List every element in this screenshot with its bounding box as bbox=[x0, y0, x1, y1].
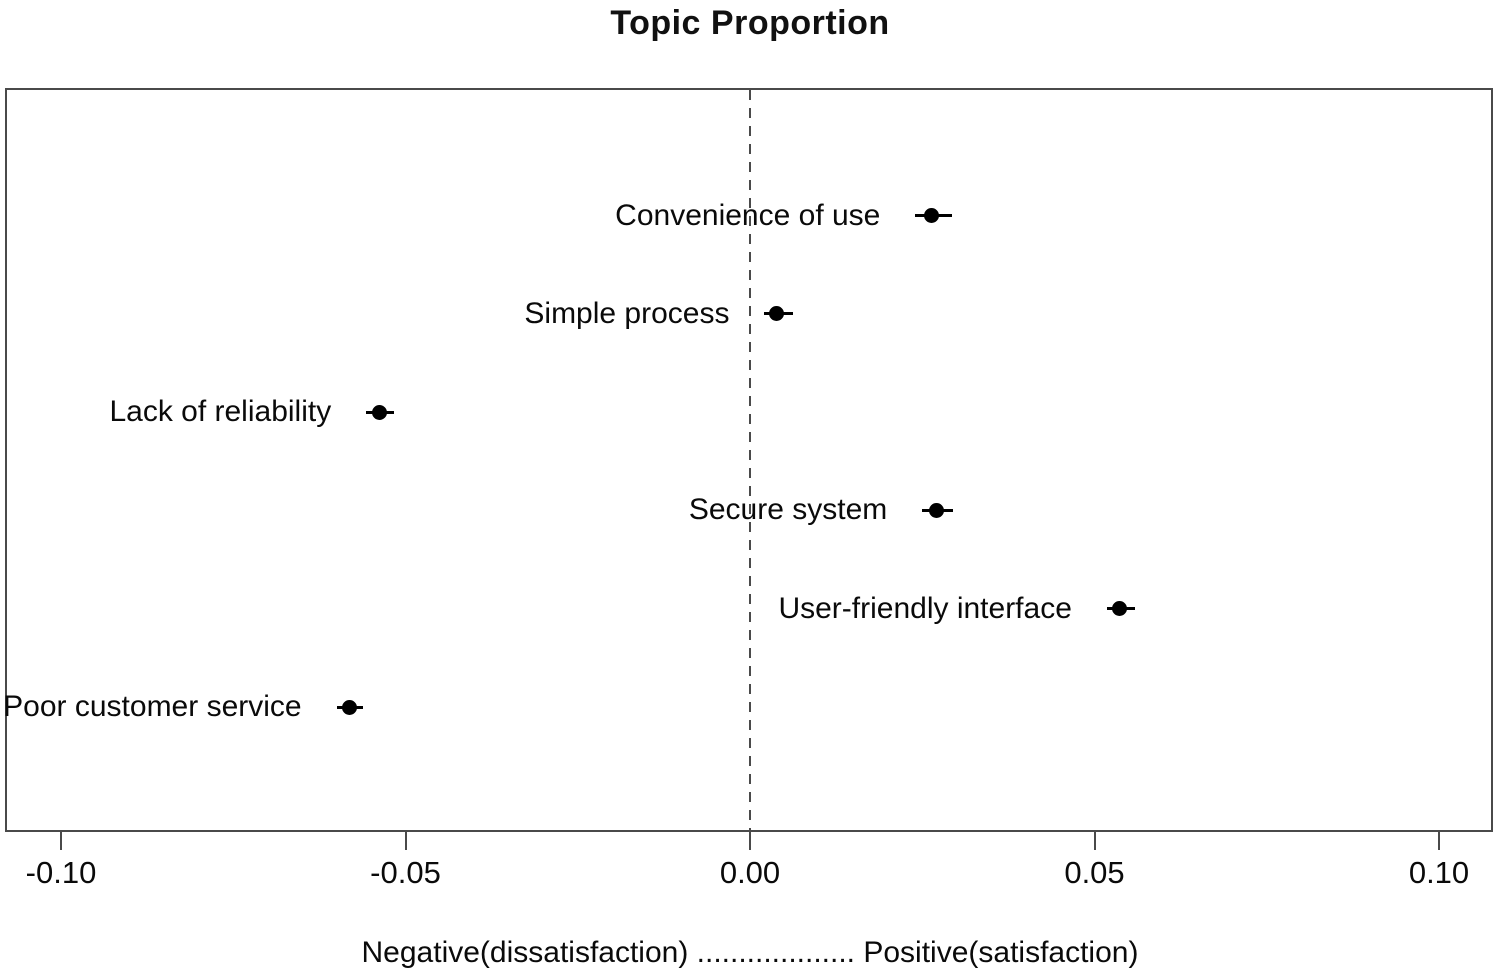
x-axis-tick bbox=[60, 832, 62, 850]
x-axis-tick bbox=[404, 832, 407, 850]
zero-reference-line bbox=[749, 90, 751, 830]
x-axis-tick bbox=[749, 832, 751, 850]
point-estimate-dot bbox=[342, 699, 358, 715]
x-axis-tick bbox=[1093, 832, 1096, 850]
x-axis-tick bbox=[1438, 832, 1440, 850]
x-axis-tick-label: 0.05 bbox=[1064, 855, 1125, 890]
topic-label: Lack of reliability bbox=[109, 395, 332, 429]
x-axis-label: Negative(dissatisfaction) ..............… bbox=[361, 936, 1139, 969]
plot-area-border bbox=[5, 88, 1493, 832]
point-estimate-dot bbox=[371, 404, 387, 420]
point-estimate-dot bbox=[929, 502, 945, 518]
topic-label: Convenience of use bbox=[615, 198, 881, 232]
point-estimate-dot bbox=[769, 306, 785, 322]
point-estimate-dot bbox=[924, 208, 940, 223]
x-axis-tick-label: 0.10 bbox=[1408, 855, 1470, 890]
topic-label: Secure system bbox=[688, 493, 888, 527]
chart-title: Topic Proportion bbox=[610, 4, 890, 42]
point-estimate-dot bbox=[1112, 601, 1128, 617]
topic-label: Simple process bbox=[524, 296, 730, 330]
x-axis-tick-label: -0.05 bbox=[370, 855, 441, 890]
x-axis-tick-label: 0.00 bbox=[719, 855, 781, 890]
x-axis-tick-label: -0.10 bbox=[25, 855, 97, 890]
topic-label: Poor customer service bbox=[3, 690, 302, 723]
topic-label: User-friendly interface bbox=[778, 591, 1072, 625]
